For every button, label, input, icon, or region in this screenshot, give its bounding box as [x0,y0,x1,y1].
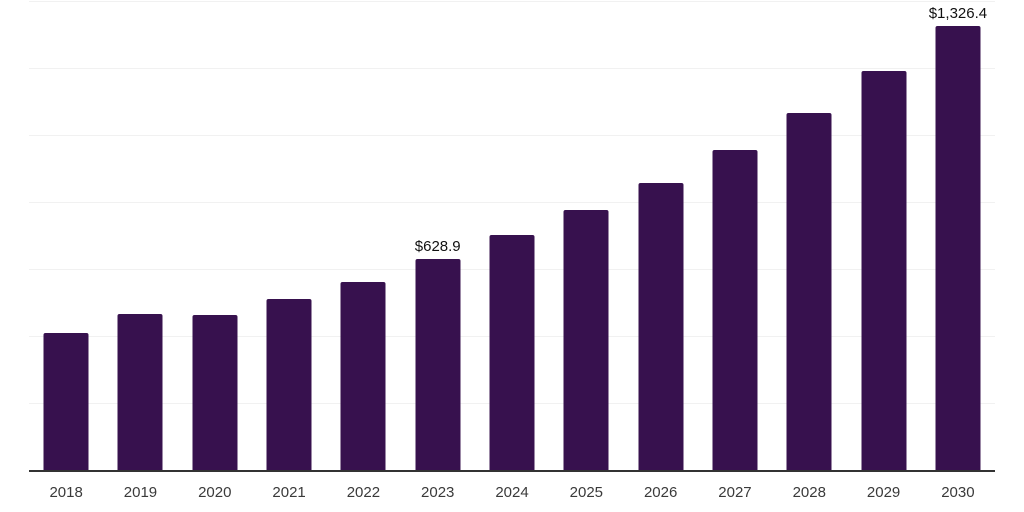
bar-column-2024 [475,1,549,470]
bar-column-2018 [29,1,103,470]
bar-column-2021 [252,1,326,470]
x-tick-label-2020: 2020 [198,484,232,501]
gridline-1000 [29,135,995,136]
bar-2026 [638,182,684,470]
x-tick-label-2029: 2029 [866,484,901,501]
bar-2018 [43,332,89,470]
x-tick-label-2030: 2030 [941,484,975,501]
bar-2030 [935,25,981,470]
bar-column-2027 [698,1,772,470]
bar-column-2020 [178,1,252,470]
bar-column-2023: $628.9 [401,1,475,470]
bar-2027 [712,149,758,470]
bar-2021 [266,299,312,470]
bar-column-2028 [772,1,846,470]
x-tick-label-2024: 2024 [495,484,529,501]
x-axis-line [29,470,995,472]
value-label-2030: $1,326.4 [928,4,988,22]
bar-2022 [340,281,386,470]
bar-column-2026 [624,1,698,470]
x-tick-label-2018: 2018 [49,484,83,501]
bar-2020 [192,315,238,470]
bar-2024 [489,235,535,470]
value-label-2023: $628.9 [414,238,461,256]
bar-2023 [415,259,461,470]
bar-column-2025 [549,1,623,470]
bar-column-2022 [326,1,400,470]
x-axis-labels: 2018 2019 2020 2021 2022 2023 2024 2025 2026 2027… [29,483,995,502]
x-tick-label-2023: 2023 [421,484,455,501]
bar-2025 [563,210,609,470]
plot-area: $628.9 $1,326.4 [29,1,995,472]
x-tick-label-2026: 2026 [643,484,678,501]
bar-2019 [117,314,163,470]
bar-2029 [861,70,907,470]
gridline-800 [29,202,995,204]
x-tick-label-2025: 2025 [569,484,604,501]
bars-row: $628.9 $1,326.4 [29,1,995,470]
bar-column-2019 [103,1,177,470]
bar-2028 [786,113,832,470]
bar-column-2029 [846,1,920,470]
x-tick-label-2019: 2019 [123,484,158,501]
x-tick-label-2028: 2028 [792,484,826,501]
x-tick-label-2027: 2027 [718,484,752,501]
gridline-1200 [29,68,995,69]
bar-column-2030: $1,326.4 [921,1,995,470]
x-tick-label-2021: 2021 [272,484,306,501]
gridline-1400 [29,1,995,2]
x-tick-label-2022: 2022 [346,484,381,501]
